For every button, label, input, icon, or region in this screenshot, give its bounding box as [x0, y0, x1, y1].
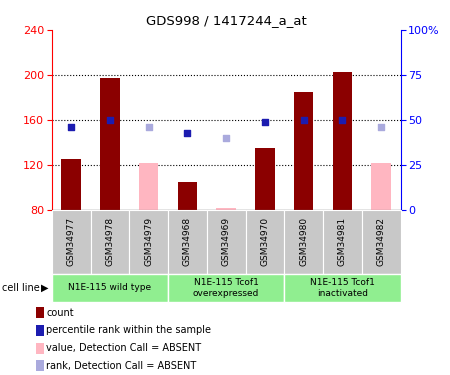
Text: GSM34982: GSM34982: [377, 217, 386, 266]
Bar: [284, 274, 400, 302]
Title: GDS998 / 1417244_a_at: GDS998 / 1417244_a_at: [146, 15, 306, 27]
Text: value, Detection Call = ABSENT: value, Detection Call = ABSENT: [46, 343, 202, 353]
Bar: [178, 182, 197, 210]
Text: GSM34978: GSM34978: [105, 217, 114, 266]
Point: [222, 135, 230, 141]
Point: [261, 119, 269, 125]
Bar: [207, 210, 246, 274]
Text: GSM34981: GSM34981: [338, 217, 347, 266]
Point: [184, 130, 191, 136]
Bar: [52, 210, 90, 274]
Text: GSM34968: GSM34968: [183, 217, 192, 266]
Point: [106, 117, 113, 123]
Text: count: count: [46, 308, 74, 318]
Bar: [362, 210, 400, 274]
Text: GSM34969: GSM34969: [221, 217, 230, 266]
Text: GSM34979: GSM34979: [144, 217, 153, 266]
Text: N1E-115 wild type: N1E-115 wild type: [68, 284, 152, 292]
Point: [68, 124, 75, 130]
Point: [339, 117, 346, 123]
Text: cell line: cell line: [2, 283, 40, 293]
Bar: [323, 210, 362, 274]
Point: [378, 124, 385, 130]
Point: [300, 117, 307, 123]
Text: N1E-115 Tcof1
overexpressed: N1E-115 Tcof1 overexpressed: [193, 278, 259, 297]
Bar: [168, 210, 207, 274]
Text: ▶: ▶: [41, 283, 49, 293]
Text: percentile rank within the sample: percentile rank within the sample: [46, 326, 212, 336]
Bar: [129, 210, 168, 274]
Text: GSM34970: GSM34970: [261, 217, 270, 266]
Text: GSM34977: GSM34977: [67, 217, 76, 266]
Bar: [216, 208, 236, 210]
Text: rank, Detection Call = ABSENT: rank, Detection Call = ABSENT: [46, 361, 197, 371]
Bar: [294, 92, 313, 210]
Bar: [100, 78, 120, 210]
Bar: [90, 210, 129, 274]
Bar: [139, 163, 158, 210]
Bar: [62, 159, 81, 210]
Bar: [284, 210, 323, 274]
Bar: [255, 148, 274, 210]
Bar: [333, 72, 352, 210]
Bar: [168, 274, 284, 302]
Bar: [371, 163, 391, 210]
Text: N1E-115 Tcof1
inactivated: N1E-115 Tcof1 inactivated: [310, 278, 375, 297]
Text: GSM34980: GSM34980: [299, 217, 308, 266]
Bar: [52, 274, 168, 302]
Bar: [246, 210, 284, 274]
Point: [145, 124, 152, 130]
